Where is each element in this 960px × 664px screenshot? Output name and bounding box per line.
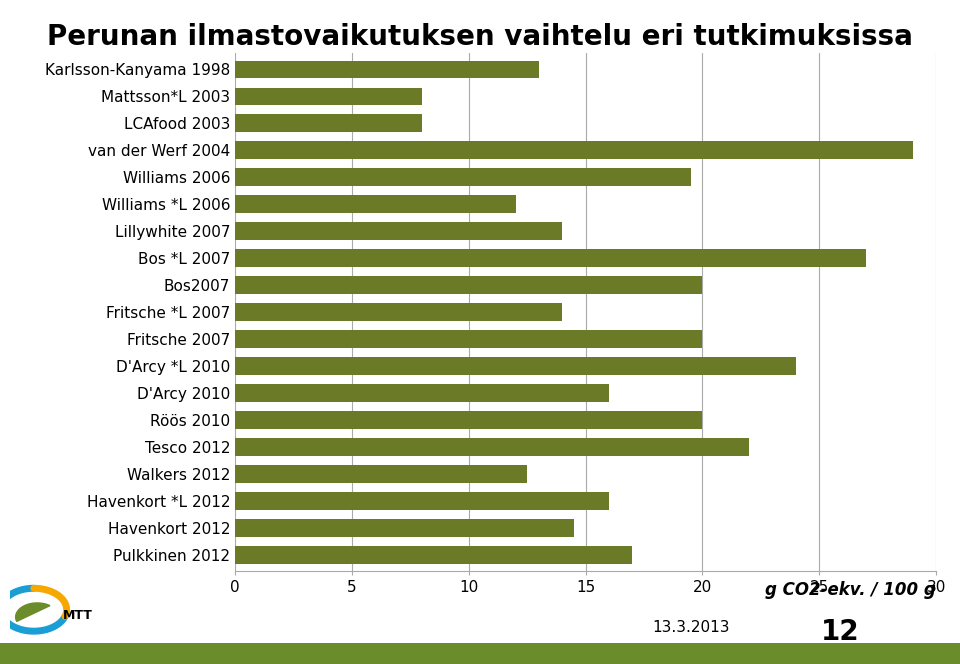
Bar <box>235 357 796 374</box>
Bar <box>235 60 539 78</box>
Text: Perunan ilmastovaikutuksen vaihtelu eri tutkimuksissa: Perunan ilmastovaikutuksen vaihtelu eri … <box>47 23 913 51</box>
Text: MTT: MTT <box>63 609 93 622</box>
Bar <box>235 88 422 105</box>
Bar <box>235 519 574 537</box>
Bar <box>235 411 703 429</box>
Bar <box>235 438 749 456</box>
Text: 13.3.2013: 13.3.2013 <box>653 620 731 635</box>
Bar <box>235 546 633 564</box>
Bar <box>235 330 703 348</box>
Bar <box>235 114 422 132</box>
Bar <box>235 384 609 402</box>
Bar <box>235 169 691 186</box>
Bar <box>235 141 913 159</box>
Bar <box>235 250 866 267</box>
Polygon shape <box>15 603 50 622</box>
Bar <box>235 195 516 213</box>
Bar <box>235 492 609 510</box>
Bar <box>235 465 527 483</box>
Text: 12: 12 <box>821 618 859 646</box>
Bar <box>235 222 563 240</box>
Bar <box>235 276 703 294</box>
Bar <box>235 303 563 321</box>
Text: g CO2-ekv. / 100 g: g CO2-ekv. / 100 g <box>765 581 936 599</box>
